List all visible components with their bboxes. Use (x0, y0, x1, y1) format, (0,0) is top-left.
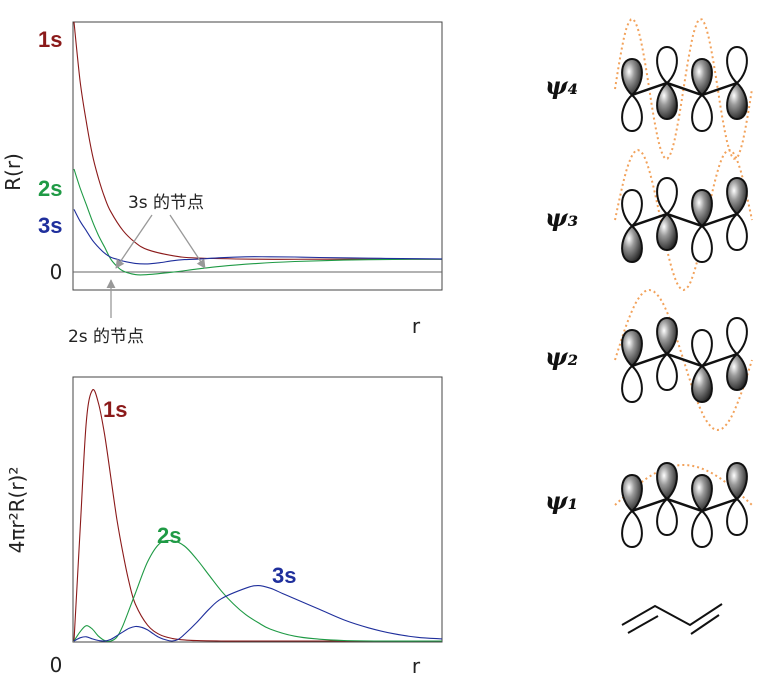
x-axis-label: r (412, 654, 421, 678)
p-lobe-shaded (726, 81, 748, 121)
p-lobe-shaded (621, 473, 643, 513)
p-lobe-shaded (656, 461, 678, 501)
p-lobe-shaded (726, 461, 748, 501)
orbital-diagram-4 (614, 18, 753, 160)
carbon-backbone (631, 352, 738, 368)
annotation-arrow-3s-node-1 (115, 214, 153, 269)
annotation-2s-node: 2s 的节点 (68, 327, 144, 347)
orbital-diagram-1 (614, 461, 753, 549)
p-lobe-open (621, 188, 643, 228)
orbital-diagram-2 (614, 288, 753, 432)
p-lobe-shaded (656, 81, 678, 121)
orbital-diagram-3 (614, 148, 753, 292)
carbon-backbone (631, 497, 738, 513)
series-line-3s (73, 209, 443, 265)
p-lobe-open (621, 509, 643, 549)
butadiene-skeletal-icon (621, 603, 723, 635)
orbital-label-psi3: ψ₃ (545, 203, 578, 232)
y-axis-label: R(r) (1, 153, 25, 191)
p-lobe-shaded (691, 188, 713, 228)
carbon-backbone (631, 212, 738, 228)
orbital-label-psi4: ψ₄ (545, 71, 578, 100)
orbital-label-psi2: ψ₂ (545, 342, 578, 371)
series-line-2s (73, 168, 443, 276)
p-lobe-open (656, 45, 678, 85)
p-lobe-open (656, 497, 678, 537)
series-label-3s: 3s (272, 563, 296, 588)
p-lobe-shaded (691, 364, 713, 404)
p-lobe-open (621, 93, 643, 133)
p-lobe-shaded (656, 212, 678, 252)
p-lobe-shaded (656, 316, 678, 356)
p-lobe-open (621, 364, 643, 404)
series-label-1s: 1s (103, 397, 127, 422)
orbital-label-psi1: ψ₁ (545, 486, 578, 515)
p-lobe-open (656, 352, 678, 392)
p-lobe-open (656, 176, 678, 216)
y-tick-label: 0 (50, 260, 63, 284)
p-lobe-shaded (621, 224, 643, 264)
carbon-backbone (631, 81, 738, 97)
series-label-1s: 1s (38, 27, 62, 52)
p-lobe-open (726, 497, 748, 537)
series-label-2s: 2s (157, 523, 181, 548)
plot-frame (72, 21, 443, 291)
y-axis-label: 4πr²R(r)² (5, 467, 29, 554)
p-lobe-open (726, 316, 748, 356)
p-lobe-open (691, 328, 713, 368)
radial-distribution-chart: 4πr²R(r)² 0 r 1s 2s 3s (5, 376, 443, 678)
annotation-3s-node: 3s 的节点 (128, 193, 204, 213)
series-label-3s: 3s (38, 213, 62, 238)
p-lobe-shaded (691, 473, 713, 513)
x-axis-label: r (412, 314, 421, 338)
annotation-arrow-3s-node-2 (169, 214, 206, 269)
plot-frame (72, 376, 443, 643)
p-lobe-open (691, 509, 713, 549)
series-line-1s (73, 21, 442, 260)
p-lobe-open (691, 224, 713, 264)
radial-wavefunction-chart: R(r) 0 r 1s 2s 3s 3s 的节点 2s 的节点 (1, 21, 443, 347)
p-lobe-open (691, 93, 713, 133)
series-line-3s (73, 585, 443, 642)
p-lobe-open (726, 45, 748, 85)
p-lobe-shaded (691, 57, 713, 97)
series-label-2s: 2s (38, 176, 62, 201)
p-lobe-shaded (621, 328, 643, 368)
butadiene-molecular-orbitals: ψ₄ ψ₃ ψ₂ ψ₁ (545, 18, 753, 635)
p-lobe-shaded (726, 176, 748, 216)
x-tick-label: 0 (50, 653, 63, 677)
series-line-1s (73, 389, 442, 642)
series-line-2s (73, 539, 443, 642)
p-lobe-shaded (621, 57, 643, 97)
p-lobe-open (726, 212, 748, 252)
wave-envelope (614, 148, 753, 292)
p-lobe-shaded (726, 352, 748, 392)
